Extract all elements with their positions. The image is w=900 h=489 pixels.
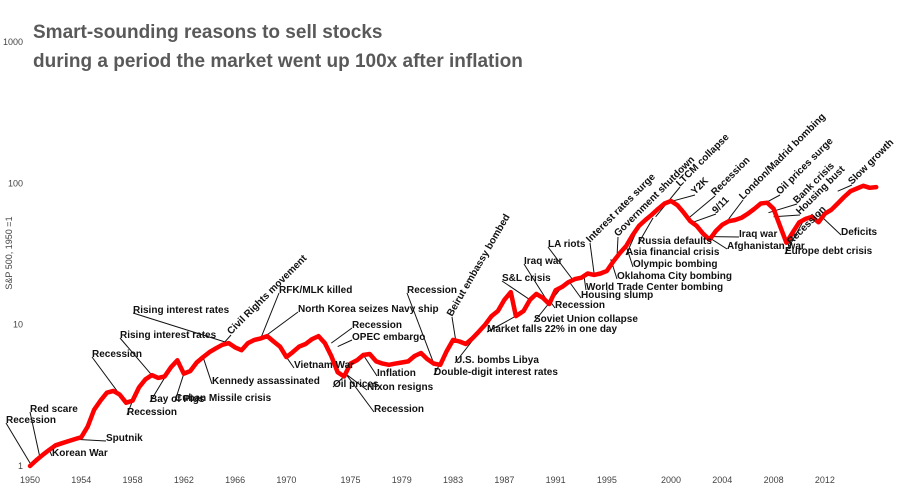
annotation-leader xyxy=(362,354,378,377)
annotation-label: Market falls 22% in one day xyxy=(487,324,617,335)
annotation-leader xyxy=(406,292,435,364)
annotation-label: Housing slump xyxy=(581,290,653,301)
annotation-label: Double-digit interest rates xyxy=(434,367,558,378)
annotation-label: Oklahoma City bombing xyxy=(617,271,732,282)
annotation-leader xyxy=(263,311,299,339)
annotation-label: S&L crisis xyxy=(502,273,551,284)
annotation-label: Asia financial crisis xyxy=(626,247,720,258)
x-tick-label: 1991 xyxy=(546,475,566,485)
x-tick-label: 1970 xyxy=(276,475,296,485)
annotation-label: 9/11 xyxy=(710,195,731,216)
x-tick-label: 1975 xyxy=(340,475,360,485)
annotation-leaders xyxy=(5,184,853,464)
annotation-leader xyxy=(346,374,375,413)
annotation-label: Oil prices xyxy=(333,379,379,390)
annotation-leader xyxy=(692,213,717,223)
y-axis-label: S&P 500, 1950 =1 xyxy=(4,216,14,289)
annotation-label: World Trade Center bombing xyxy=(586,282,723,293)
annotation-label: Soviet Union collapse xyxy=(534,314,638,325)
annotation-leader xyxy=(345,373,368,391)
annotation-label: Recession xyxy=(6,415,56,426)
annotation-label: Iraq war xyxy=(524,256,562,267)
annotation-leader xyxy=(486,315,517,333)
x-tick-label: 1995 xyxy=(597,475,617,485)
x-tick-label: 2008 xyxy=(764,475,784,485)
y-tick-label: 1 xyxy=(18,461,23,471)
annotation-leader xyxy=(616,236,619,254)
annotation-leader xyxy=(337,339,353,348)
annotation-leader xyxy=(728,199,744,220)
annotation-label: LA riots xyxy=(548,239,586,250)
annotation-label: Recession xyxy=(555,300,605,311)
annotation-label: Cuban Missile crisis xyxy=(175,393,272,404)
annotation-label: U.S. bombs Libya xyxy=(455,355,539,366)
annotation-label: Rising interest rates xyxy=(120,330,217,341)
x-tick-label: 1983 xyxy=(443,475,463,485)
y-tick-label: 100 xyxy=(8,178,23,188)
annotation-label: Rising interest rates xyxy=(133,305,230,316)
annotation-leader xyxy=(451,316,457,340)
annotation-label: Nixon resigns xyxy=(367,382,434,393)
annotation-label: RFK/MLK killed xyxy=(279,285,352,296)
x-tick-label: 1954 xyxy=(71,475,91,485)
annotation-label: Sputnik xyxy=(106,433,143,444)
series-line xyxy=(27,183,879,469)
x-tick-label: 2000 xyxy=(661,475,681,485)
y-ticks: 1 10 100 1000 xyxy=(3,37,23,471)
annotation-leader xyxy=(837,184,853,192)
annotation-leader xyxy=(202,356,213,385)
annotation-leader xyxy=(91,356,121,395)
annotation-label: Slow growth xyxy=(846,137,896,187)
annotation-label: Olympic bombing xyxy=(633,259,717,270)
annotation-leader xyxy=(119,337,153,376)
annotation-label: Red scare xyxy=(30,404,78,415)
y-tick-label: 10 xyxy=(13,320,23,330)
annotation-label: Vietnam War xyxy=(294,360,354,371)
annotation-label: Bay of Pigs xyxy=(150,394,205,405)
x-tick-label: 2012 xyxy=(815,475,835,485)
annotation-leader xyxy=(260,292,280,339)
annotation-label: Deficits xyxy=(841,227,878,238)
x-ticks: 1950 1954 1958 1962 1966 1970 1975 1979 1983 1987… xyxy=(20,475,835,485)
annotation-label: Afghanistan war xyxy=(727,241,805,252)
x-tick-label: 1987 xyxy=(494,475,514,485)
y-tick-label: 1000 xyxy=(3,37,23,47)
annotation-label: Recession xyxy=(127,407,177,418)
chart-subtitle: during a period the market went up 100x … xyxy=(33,51,523,72)
annotation-label: Iraq war xyxy=(739,229,777,240)
chart-title: Smart-sounding reasons to sell stocks xyxy=(33,22,383,43)
x-tick-label: 1958 xyxy=(123,475,143,485)
annotation-leader xyxy=(687,195,716,220)
x-tick-label: 2004 xyxy=(712,475,732,485)
annotation-leader xyxy=(332,376,345,388)
annotation-leader xyxy=(625,245,634,268)
x-tick-label: 1950 xyxy=(20,475,40,485)
annotation-label: Korean War xyxy=(52,448,108,459)
annotation-label: Europe debt crisis xyxy=(785,246,873,257)
annotation-leader xyxy=(330,327,353,344)
annotation-leader xyxy=(589,242,595,274)
annotation-label: North Korea seizes Navy ship xyxy=(298,304,439,315)
annotation-leader xyxy=(29,411,41,460)
annotation-label: Recession xyxy=(352,320,402,331)
annotation-leader xyxy=(637,217,654,245)
annotation-leader xyxy=(132,312,229,344)
x-tick-label: 1966 xyxy=(225,475,245,485)
x-tick-label: 1979 xyxy=(392,475,412,485)
annotation-label: Recession xyxy=(407,285,457,296)
annotation-label: Kennedy assassinated xyxy=(212,376,320,387)
annotation-leader xyxy=(501,280,531,301)
annotation-label: Russia defaults xyxy=(638,236,712,247)
annotation-label: OPEC embargo xyxy=(352,332,425,343)
annotation-leader xyxy=(174,373,185,402)
annotation-label: Recession xyxy=(374,404,424,415)
annotation-leader xyxy=(547,246,573,280)
annotation-label: Recession xyxy=(92,349,142,360)
annotation-leader xyxy=(5,422,31,464)
x-tick-label: 1962 xyxy=(174,475,194,485)
annotation-label: Inflation xyxy=(377,368,416,379)
